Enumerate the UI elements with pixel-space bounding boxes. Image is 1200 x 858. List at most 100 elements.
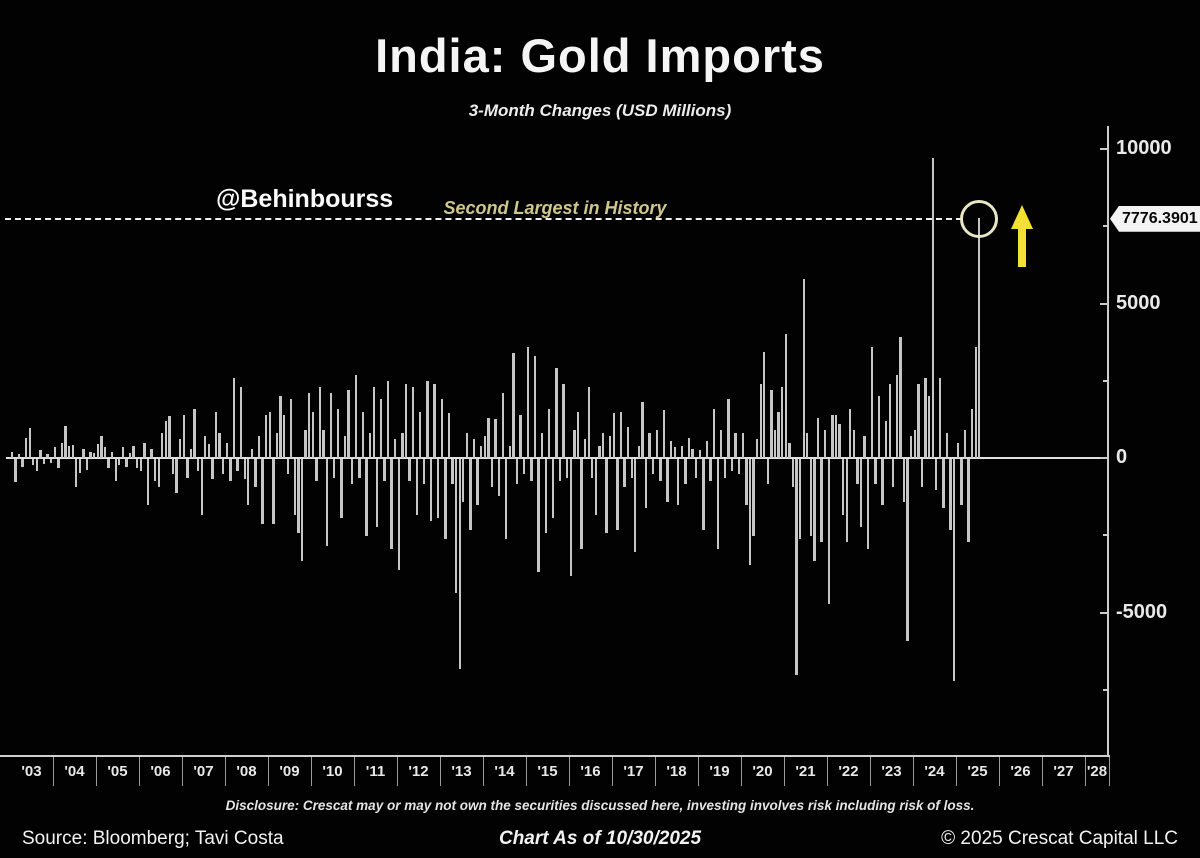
bar xyxy=(128,453,132,458)
bar xyxy=(634,459,637,552)
bar xyxy=(265,414,268,458)
bar xyxy=(28,427,31,458)
bar xyxy=(490,459,494,487)
y-minor-tick xyxy=(1103,379,1108,382)
bar xyxy=(376,459,379,527)
bar xyxy=(738,459,741,475)
bar xyxy=(734,433,737,458)
bar xyxy=(777,411,780,458)
y-major-tick xyxy=(1100,148,1108,150)
bar xyxy=(544,459,547,534)
x-year-label: '03 xyxy=(10,757,54,786)
bar xyxy=(691,448,694,458)
bar xyxy=(967,459,970,543)
bar xyxy=(243,459,246,480)
bar xyxy=(902,459,906,503)
bar xyxy=(673,447,676,458)
footer-source: Source: Bloomberg; Tavi Costa xyxy=(22,828,284,849)
bar xyxy=(784,334,787,458)
bar xyxy=(576,411,580,458)
bar xyxy=(82,448,85,458)
x-year-label: '23 xyxy=(870,757,914,786)
bar xyxy=(204,436,207,458)
bar xyxy=(35,459,39,471)
bar xyxy=(770,390,773,458)
bar xyxy=(523,459,526,475)
bar xyxy=(71,445,74,458)
bar xyxy=(164,420,168,458)
bar xyxy=(440,399,443,458)
bar xyxy=(870,346,873,458)
x-year-label: '27 xyxy=(1042,757,1086,786)
bar xyxy=(229,459,232,481)
bar xyxy=(931,158,934,458)
bar xyxy=(379,399,383,458)
bar xyxy=(684,459,687,484)
bar xyxy=(336,408,340,458)
bar xyxy=(476,459,479,506)
bar xyxy=(913,430,916,458)
bar xyxy=(75,459,78,487)
bar xyxy=(537,459,540,572)
bar xyxy=(10,451,13,458)
bar xyxy=(687,437,691,458)
bar xyxy=(720,430,723,458)
bar xyxy=(609,436,612,458)
x-year-label: '26 xyxy=(999,757,1043,786)
bar xyxy=(415,459,418,515)
bar xyxy=(974,346,977,458)
bar xyxy=(139,459,142,472)
bar xyxy=(763,352,766,458)
x-year-label: '07 xyxy=(182,757,226,786)
bar xyxy=(451,459,454,484)
bar xyxy=(741,433,744,458)
bar xyxy=(268,411,271,458)
bar xyxy=(641,402,644,458)
bar xyxy=(605,459,608,534)
x-year-label: '20 xyxy=(741,757,785,786)
y-minor-tick xyxy=(1103,225,1108,228)
y-tick-label: 10000 xyxy=(1116,137,1172,159)
bar xyxy=(394,439,397,458)
bar xyxy=(519,414,522,458)
y-major-tick xyxy=(1100,457,1108,459)
highlight-circle xyxy=(960,199,999,238)
bar xyxy=(286,459,289,475)
x-year-label: '05 xyxy=(96,757,140,786)
bar xyxy=(96,444,99,458)
bar xyxy=(114,459,117,481)
bar xyxy=(956,442,959,458)
bar xyxy=(505,459,508,540)
bar xyxy=(569,459,572,577)
bar xyxy=(168,416,171,458)
bar xyxy=(469,459,472,531)
bar xyxy=(508,445,512,458)
bar xyxy=(390,459,393,549)
bar xyxy=(46,453,49,458)
bar xyxy=(591,459,594,478)
bar xyxy=(813,459,816,561)
footer-bar: Source: Bloomberg; Tavi Costa Chart As o… xyxy=(0,824,1200,858)
bar xyxy=(354,374,357,458)
bar xyxy=(698,450,701,458)
page-title: India: Gold Imports xyxy=(375,29,825,82)
bar xyxy=(143,442,146,458)
y-tick-label: -5000 xyxy=(1116,600,1168,623)
bar xyxy=(906,459,909,642)
bar xyxy=(555,368,558,458)
bar xyxy=(644,459,648,509)
bar xyxy=(322,430,325,458)
bar xyxy=(970,408,974,458)
bar xyxy=(57,459,60,469)
bar xyxy=(501,393,504,458)
bar xyxy=(372,386,375,458)
bar xyxy=(447,413,451,458)
bar xyxy=(623,459,626,487)
bar xyxy=(942,459,945,509)
bar xyxy=(953,459,956,682)
bar xyxy=(619,411,623,458)
bar xyxy=(89,451,92,458)
bar xyxy=(333,459,336,478)
bar xyxy=(211,459,214,480)
bar xyxy=(927,396,931,458)
